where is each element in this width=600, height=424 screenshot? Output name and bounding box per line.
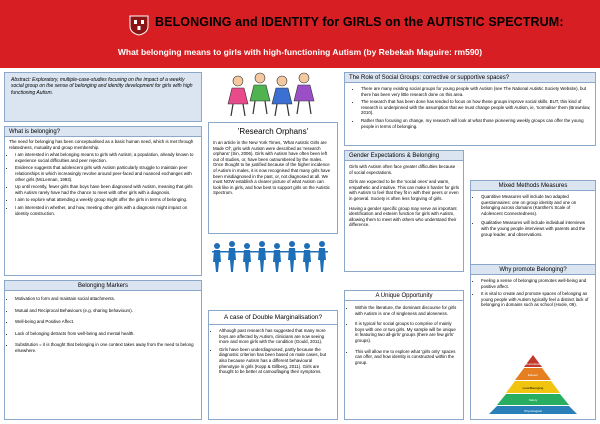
mixed-methods-box: Mixed Methods Measures Quantitive Measur… [470, 180, 596, 266]
double-marginalisation-list: Although past research has suggested tha… [209, 325, 337, 375]
pyramid-label-1: Esteem [528, 373, 539, 377]
why-promote-belonging-box: Why promote Belonging? Feeling a sense o… [470, 264, 596, 420]
why-promote-list: Feeling a sense of belonging promotes we… [471, 275, 595, 308]
what-is-belonging-heading: What is belonging? [5, 127, 201, 137]
list-item: It is typical for social groups to compr… [355, 321, 459, 343]
list-item: I aim to explore what attending a weekly… [15, 197, 197, 203]
mixed-methods-heading: Mixed Methods Measures [471, 181, 595, 191]
poster-header: BELONGING and IDENTITY for GIRLS on the … [0, 0, 600, 68]
mixed-methods-list: Quantitive Measures will include two ada… [471, 191, 595, 237]
what-is-belonging-list: I am interested in what belonging means … [5, 152, 201, 216]
unique-opportunity-heading: A Unique Opportunity [345, 291, 463, 301]
list-item: The research that has been done has tend… [361, 99, 591, 116]
list-item: It is vital to create and promote spaces… [481, 291, 591, 308]
research-orphans-text: In an article in the New York Times, 'Wh… [213, 140, 331, 196]
what-is-belonging-intro: The need for belonging has been conceptu… [9, 139, 194, 150]
list-item: This will allow me to explore what 'girl… [355, 349, 459, 366]
list-item: Mutual and Reciprocal Behaviours (e.g. s… [15, 308, 197, 314]
pyramid-label-2: Love/Belonging [523, 386, 544, 390]
poster-title: BELONGING and IDENTITY for GIRLS on the … [155, 15, 564, 29]
list-item: Lack of belonging detracts from well-bei… [15, 331, 197, 337]
gender-expectations-p1: Girls with Autism often face greater dif… [349, 164, 456, 175]
list-item: Well-being and Positive Affect. [15, 319, 197, 325]
abstract-box: Abstract: Exploratory, multiple-case-stu… [4, 72, 202, 122]
role-of-social-groups-list: There are many existing social groups fo… [345, 83, 595, 129]
children-silhouette-illustration [208, 236, 338, 278]
list-item: Up until recently, fewer girls than boys… [15, 184, 197, 195]
pyramid-label-0: Self-actualisation [523, 362, 543, 366]
list-item: Girls have been underdiagnosed, partly b… [219, 347, 333, 375]
role-of-social-groups-box: The Role of Social Groups: corrective or… [344, 72, 596, 146]
research-orphans-box: 'Research Orphans' In an article in the … [208, 122, 338, 234]
belonging-markers-box: Belonging Markers Motivation to form and… [4, 280, 202, 420]
gender-expectations-p3: Having a gender specific group may serve… [349, 205, 457, 228]
abstract-text: Abstract: Exploratory, multiple-case-stu… [11, 77, 193, 96]
belonging-markers-list: Motivation to form and maintain social a… [5, 291, 201, 354]
role-of-social-groups-heading: The Role of Social Groups: corrective or… [345, 73, 595, 83]
list-item: Motivation to form and maintain social a… [15, 296, 197, 302]
list-item: Substitution = it is thought that belong… [15, 342, 197, 353]
maslow-pyramid-diagram: Self-actualisation Esteem Love/Belonging… [489, 355, 577, 414]
list-item: I am interested in what belonging means … [15, 152, 197, 163]
list-item: There are many existing social groups fo… [361, 86, 591, 97]
girls-illustration [227, 72, 315, 117]
children-holding-hands-icon [212, 241, 328, 272]
double-marginalisation-heading: A case of Double Marginalisation? [209, 311, 337, 325]
unique-opportunity-box: A Unique Opportunity Within the literatu… [344, 290, 464, 420]
university-crest-icon [129, 15, 149, 36]
gender-expectations-p2: Girls are expected to be the 'social one… [349, 179, 459, 201]
girl-figure-icon [227, 75, 249, 117]
list-item: Qualitative Measures will include indivi… [481, 220, 591, 237]
list-item: I am interested in whether, and how, mee… [15, 205, 197, 216]
research-orphans-heading: 'Research Orphans' [237, 127, 309, 136]
gender-expectations-box: Gender Expectations & Belonging Girls wi… [344, 150, 464, 272]
double-marginalisation-box: A case of Double Marginalisation? Althou… [208, 310, 338, 420]
poster-subtitle: What belonging means to girls with high-… [117, 47, 483, 57]
list-item: Although past research has suggested tha… [219, 328, 333, 345]
belonging-markers-heading: Belonging Markers [5, 281, 201, 291]
what-is-belonging-box: What is belonging? The need for belongin… [4, 126, 202, 276]
list-item: Rather than focusing on change, my resea… [361, 118, 591, 129]
list-item: Evidence suggests that adolescent girls … [15, 165, 197, 182]
unique-opportunity-list: Within the literature, the dominant disc… [345, 301, 463, 365]
why-promote-heading: Why promote Belonging? [471, 265, 595, 275]
pyramid-label-3: Safety [529, 398, 538, 402]
list-item: Within the literature, the dominant disc… [355, 305, 459, 316]
gender-expectations-heading: Gender Expectations & Belonging [345, 151, 463, 161]
list-item: Feeling a sense of belonging promotes we… [481, 278, 591, 289]
pyramid-label-4: Physiological [524, 409, 542, 413]
list-item: Quantitive Measures will include two ada… [481, 194, 591, 216]
